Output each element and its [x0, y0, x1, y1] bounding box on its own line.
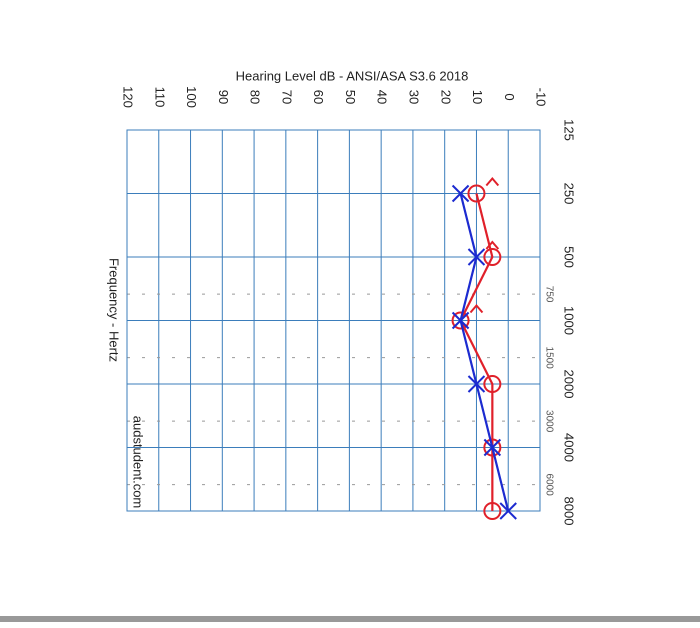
x-axis-label: Frequency - Hertz	[107, 258, 122, 362]
marker-x	[483, 438, 502, 457]
minor-x-tick-label: 6000	[543, 474, 554, 497]
marker-circle	[483, 248, 502, 266]
y-tick-label: 120	[121, 86, 136, 108]
marker-bracket	[485, 240, 500, 250]
marker-x	[451, 311, 470, 330]
x-tick-label: 125	[562, 119, 577, 141]
marker-circle	[451, 311, 470, 330]
bottom-bar	[0, 616, 700, 622]
watermark: audstudent.com	[131, 416, 146, 509]
marker-circle	[483, 502, 502, 520]
minor-x-tick-label: 750	[543, 286, 554, 303]
y-tick-label: 30	[406, 90, 421, 104]
plot-frame	[126, 129, 541, 512]
x-tick-label: 500	[562, 246, 577, 268]
y-tick-label: -10	[534, 88, 549, 107]
y-tick-label: 70	[279, 90, 294, 104]
minor-x-tick-label: 1500	[543, 347, 554, 370]
marker-bracket	[469, 303, 484, 314]
y-tick-label: 40	[375, 90, 390, 104]
x-tick-label: 4000	[562, 433, 577, 462]
y-tick-label: 80	[248, 90, 263, 104]
marker-x	[467, 375, 486, 393]
y-tick-label: 20	[438, 90, 453, 104]
marker-circle	[483, 438, 502, 457]
x-tick-label: 1000	[562, 306, 577, 335]
y-tick-label: 50	[343, 90, 358, 104]
y-tick-label: 90	[216, 90, 231, 104]
marker-bracket	[485, 176, 500, 187]
minor-x-tick-label: 3000	[543, 410, 554, 433]
marker-circle	[467, 184, 486, 203]
marker-circle	[483, 375, 502, 393]
x-tick-label: 2000	[562, 370, 577, 399]
marker-x	[499, 502, 517, 520]
chart-title: Hearing Level dB - ANSI/ASA S3.6 2018	[236, 68, 469, 83]
y-tick-label: 10	[470, 90, 485, 104]
y-tick-label: 0	[502, 93, 517, 100]
y-tick-label: 110	[152, 87, 167, 108]
series-line	[459, 193, 510, 512]
x-tick-label: 250	[562, 183, 577, 205]
marker-x	[467, 248, 486, 266]
y-tick-label: 60	[311, 90, 326, 104]
y-tick-label: 100	[184, 86, 199, 108]
x-tick-label: 8000	[562, 497, 577, 526]
marker-x	[451, 184, 470, 203]
